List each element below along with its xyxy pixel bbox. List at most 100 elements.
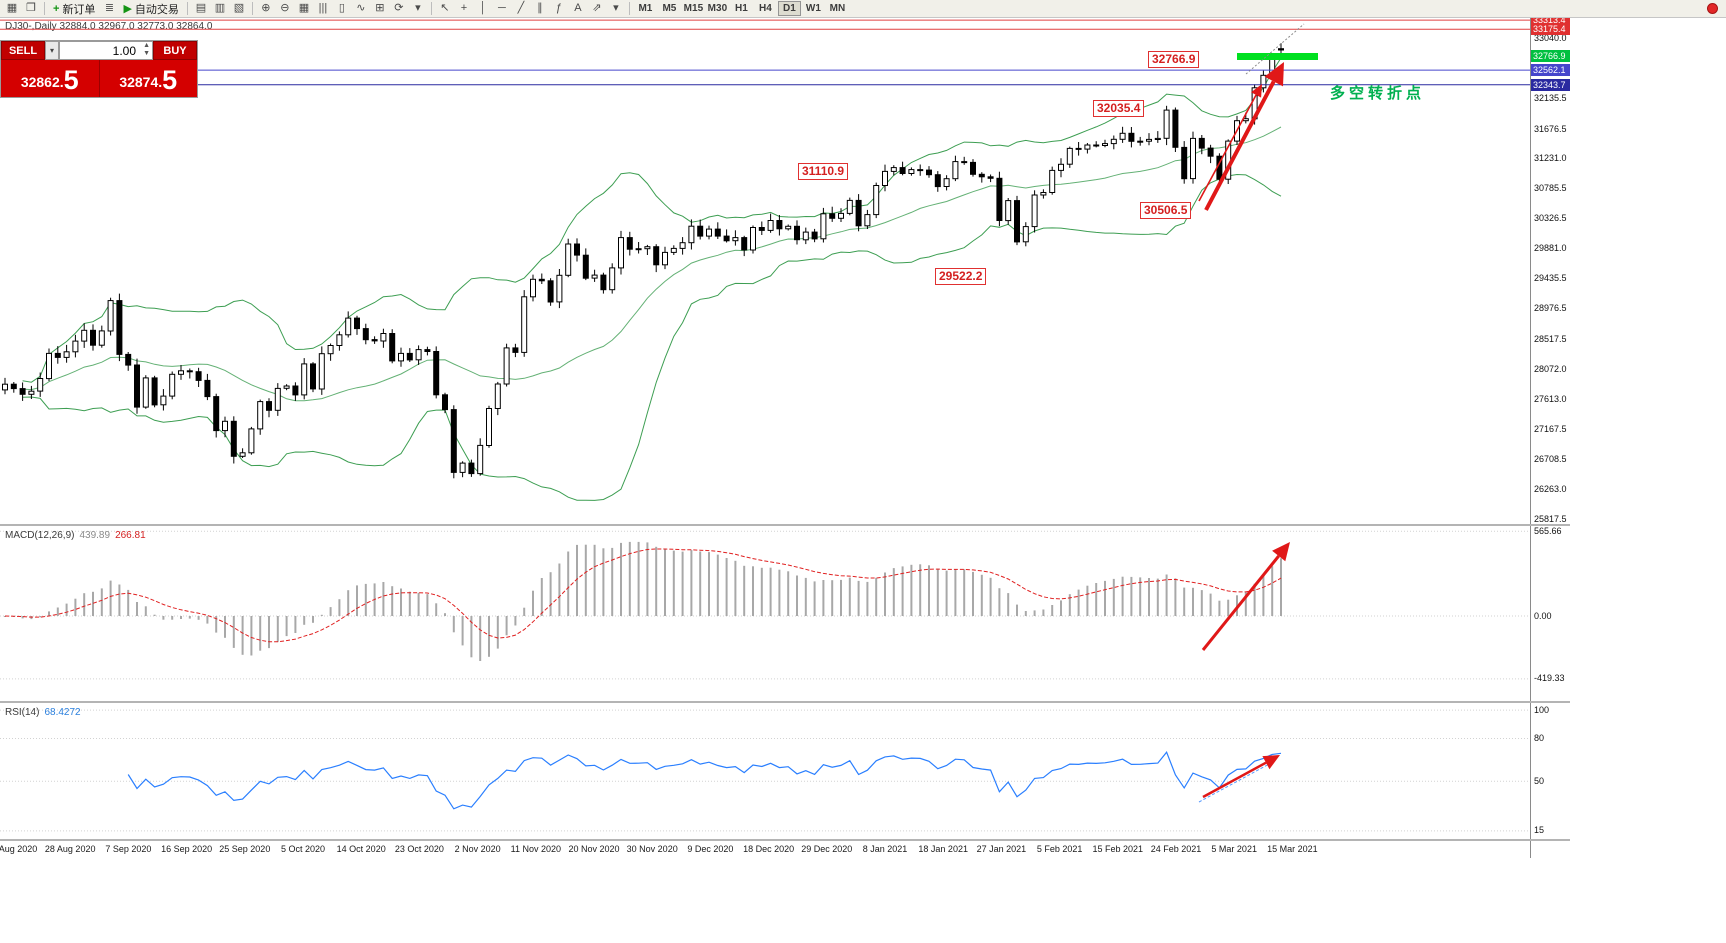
price-tick: 31231.0: [1534, 153, 1567, 164]
price-tick: 25817.5: [1534, 513, 1567, 524]
market-watch-icon[interactable]: ▤: [195, 1, 207, 14]
layers-icon[interactable]: ≣: [104, 1, 115, 14]
fibonacci-icon[interactable]: ƒ: [555, 1, 562, 14]
main-chart-canvas[interactable]: [0, 18, 1530, 523]
line-chart-icon[interactable]: ∿: [356, 1, 366, 14]
shapes-dropdown-icon[interactable]: ▾: [613, 1, 619, 14]
zoom-out-icon[interactable]: ⊖: [280, 1, 290, 14]
rsi-tick: 15: [1534, 825, 1545, 836]
price-tick: 30785.5: [1534, 182, 1567, 193]
zoom-in-icon[interactable]: ⊕: [261, 1, 271, 14]
profiles-icon[interactable]: ❐: [26, 1, 36, 14]
volume-field-wrap: ▲▼: [59, 41, 153, 60]
stepper-up-icon[interactable]: ▲: [143, 42, 150, 49]
toolbar-separator: [186, 2, 188, 15]
stepper-down-icon[interactable]: ▼: [143, 50, 150, 57]
macd-tick: 565.66: [1534, 525, 1562, 536]
volume-input[interactable]: [60, 42, 152, 59]
price-tick: 33040.0: [1534, 32, 1567, 43]
date-label: 16 Sep 2020: [161, 844, 213, 854]
timeframe-m30[interactable]: M30: [707, 3, 728, 14]
date-label: 24 Feb 2021: [1150, 844, 1202, 854]
date-label: 20 Nov 2020: [568, 844, 620, 854]
order-options-dropdown[interactable]: ▾: [45, 41, 59, 60]
rsi-tick: 80: [1534, 733, 1545, 744]
buy-button[interactable]: BUY: [153, 41, 197, 60]
text-label-icon[interactable]: A: [574, 1, 582, 14]
cursor-icon[interactable]: ↖: [440, 1, 450, 14]
date-label: 27 Jan 2021: [976, 844, 1027, 854]
new-order-button[interactable]: + 新订单: [53, 2, 96, 16]
date-label: 5 Mar 2021: [1211, 844, 1257, 854]
horizontal-line-icon[interactable]: ─: [498, 1, 506, 14]
date-label: 9 Dec 2020: [687, 844, 734, 854]
bull-bear-turning-point-annotation[interactable]: 多空转折点: [1330, 85, 1426, 102]
refresh-period-icon[interactable]: ⟳: [394, 1, 404, 14]
panel-splitter[interactable]: [0, 839, 1570, 841]
date-label: 5 Feb 2021: [1036, 844, 1083, 854]
timeframe-d1[interactable]: D1: [777, 1, 801, 16]
price-level-tag: 32766.9: [1531, 50, 1570, 63]
timeframe-w1[interactable]: W1: [805, 3, 821, 14]
price-tick: 29881.0: [1534, 243, 1567, 254]
panel-splitter[interactable]: [0, 524, 1570, 526]
add-indicator-icon[interactable]: ⊞: [375, 1, 385, 14]
price-tick: 29435.5: [1534, 272, 1567, 283]
toolbar-separator: [251, 2, 253, 15]
timeframe-h4[interactable]: H4: [759, 3, 772, 14]
indicator-dropdown-icon[interactable]: ▾: [415, 1, 421, 14]
timeframe-m1[interactable]: M1: [638, 3, 653, 14]
chart-window[interactable]: DJ30-,Daily 32884.0 32967.0 32773.0 3286…: [0, 18, 1530, 858]
timeframe-h1[interactable]: H1: [735, 3, 748, 14]
bar-chart-icon[interactable]: |||: [318, 1, 328, 14]
price-level-tag: 33313.4: [1531, 18, 1570, 27]
bid-price-button[interactable]: 32862. 5: [1, 60, 100, 97]
price-tick: 28976.5: [1534, 303, 1567, 314]
channel-icon[interactable]: ∥: [537, 1, 543, 14]
sell-button[interactable]: SELL: [1, 41, 45, 60]
candlestick-icon[interactable]: ▯: [338, 1, 345, 14]
date-label: 5 Oct 2020: [280, 844, 326, 854]
price-tick: 32135.5: [1534, 93, 1567, 104]
date-label: 7 Sep 2020: [105, 844, 152, 854]
timeframe-mn[interactable]: MN: [829, 3, 846, 14]
toolbar: ▦ ❐ + 新订单 ≣ ▶ 自动交易 ▤ ▥ ▧ ⊕ ⊖ ▦ ||| ▯ ∿ ⊞ ⟳ ▾ ↖ + │ ─ ╱ ∥ ƒ A ⇗ ▾ M1 M5…: [0, 0, 1726, 18]
panel-splitter[interactable]: [0, 701, 1570, 703]
trendline-icon[interactable]: ╱: [517, 1, 525, 14]
date-label: 8 Jan 2021: [862, 844, 908, 854]
macd-tick: 0.00: [1534, 610, 1552, 621]
date-label: 15 Mar 2021: [1267, 844, 1318, 854]
vertical-line-icon[interactable]: │: [479, 1, 487, 14]
price-annotation[interactable]: 31110.9: [798, 163, 849, 180]
price-annotation[interactable]: 32035.4: [1093, 100, 1145, 117]
date-label: 2 Nov 2020: [454, 844, 501, 854]
arrow-object-icon[interactable]: ⇗: [592, 1, 602, 14]
price-annotation[interactable]: 30506.5: [1140, 202, 1192, 219]
toolbar-separator: [430, 2, 432, 15]
notification-icon[interactable]: [1707, 3, 1718, 14]
timeframe-m5[interactable]: M5: [662, 3, 677, 14]
price-level-tag: 32343.7: [1531, 78, 1570, 91]
crosshair-icon[interactable]: +: [460, 1, 468, 14]
ask-price-button[interactable]: 32874. 5: [119, 65, 178, 95]
data-window-icon[interactable]: ▥: [214, 1, 226, 14]
macd-canvas[interactable]: [0, 526, 1530, 700]
navigator-icon[interactable]: ▧: [233, 1, 245, 14]
autotrade-button[interactable]: ▶ 自动交易: [123, 3, 179, 16]
price-tick: 27613.0: [1534, 394, 1567, 405]
price-annotation[interactable]: 29522.2: [935, 268, 987, 285]
date-label: 15 Feb 2021: [1092, 844, 1144, 854]
timeframe-m15[interactable]: M15: [683, 3, 704, 14]
tile-windows-icon[interactable]: ▦: [298, 1, 310, 14]
price-scale[interactable]: 33040.0 32135.5 31676.5 31231.0 30785.5 30326…: [1530, 18, 1570, 858]
volume-stepper[interactable]: ▲ ▼: [143, 42, 150, 58]
toolbar-separator: [628, 2, 630, 15]
price-annotation[interactable]: 32766.9: [1148, 51, 1200, 68]
rsi-canvas[interactable]: [0, 703, 1530, 838]
price-tick: 26263.0: [1534, 484, 1567, 494]
date-label: 23 Oct 2020: [394, 844, 444, 854]
new-chart-icon[interactable]: ▦: [6, 1, 18, 14]
chart-ohlc-info: DJ30-,Daily 32884.0 32967.0 32773.0 3286…: [5, 21, 213, 32]
date-label: 29 Dec 2020: [801, 844, 853, 854]
rsi-label: RSI(14) 68.4272: [5, 707, 81, 718]
